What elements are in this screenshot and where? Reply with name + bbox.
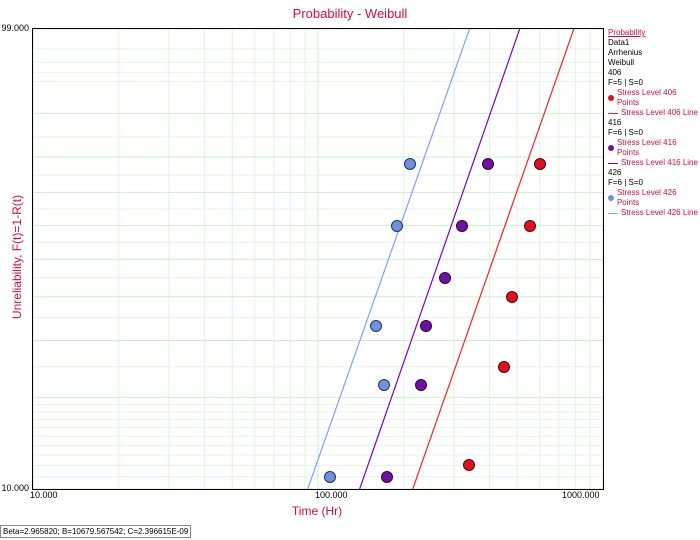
y-tick: 10.000 (1, 483, 29, 493)
y-tick: 99.000 (1, 23, 29, 33)
x-tick: 100.000 (315, 490, 348, 500)
legend-item: F=6 | S=0 (608, 128, 700, 138)
data-point (391, 220, 403, 232)
legend-item: Stress Level 406 Points (608, 88, 700, 108)
legend-item: 406 (608, 68, 700, 78)
data-point (381, 471, 393, 483)
x-axis-label: Time (Hr) (32, 504, 602, 518)
data-point (524, 220, 536, 232)
data-point (420, 320, 432, 332)
legend-item: Stress Level 416 Line (608, 158, 700, 168)
legend-item: 416 (608, 118, 700, 128)
chart-title: Probability - Weibull (0, 6, 700, 21)
data-point (482, 158, 494, 170)
legend-item: 426 (608, 168, 700, 178)
x-tick: 1000.000 (562, 490, 600, 500)
data-point (534, 158, 546, 170)
data-point (439, 272, 451, 284)
legend-item: F=6 | S=0 (608, 178, 700, 188)
legend-item: Stress Level 426 Line (608, 208, 700, 218)
data-point (378, 379, 390, 391)
data-point (506, 291, 518, 303)
data-point (415, 379, 427, 391)
legend: ProbabilityData1ArrheniusWeibull406F=5 |… (608, 28, 700, 218)
data-point (324, 471, 336, 483)
legend-header: Probability (608, 28, 700, 38)
legend-item: Arrhenius (608, 48, 700, 58)
data-point (370, 320, 382, 332)
legend-item: Weibull (608, 58, 700, 68)
legend-item: F=5 | S=0 (608, 78, 700, 88)
data-point (456, 220, 468, 232)
legend-item: Stress Level 416 Points (608, 138, 700, 158)
legend-item: Data1 (608, 38, 700, 48)
data-point (404, 158, 416, 170)
data-point (498, 361, 510, 373)
y-axis-label: Unreliability, F(t)=1-R(t) (10, 172, 24, 342)
x-tick: 10.000 (30, 490, 58, 500)
legend-item: Stress Level 426 Points (608, 188, 700, 208)
plot-area (32, 28, 604, 490)
data-point (463, 459, 475, 471)
legend-item: Stress Level 406 Line (608, 108, 700, 118)
parameter-footer: Beta=2.965820; B=10679.567542; C=2.39661… (0, 525, 191, 538)
